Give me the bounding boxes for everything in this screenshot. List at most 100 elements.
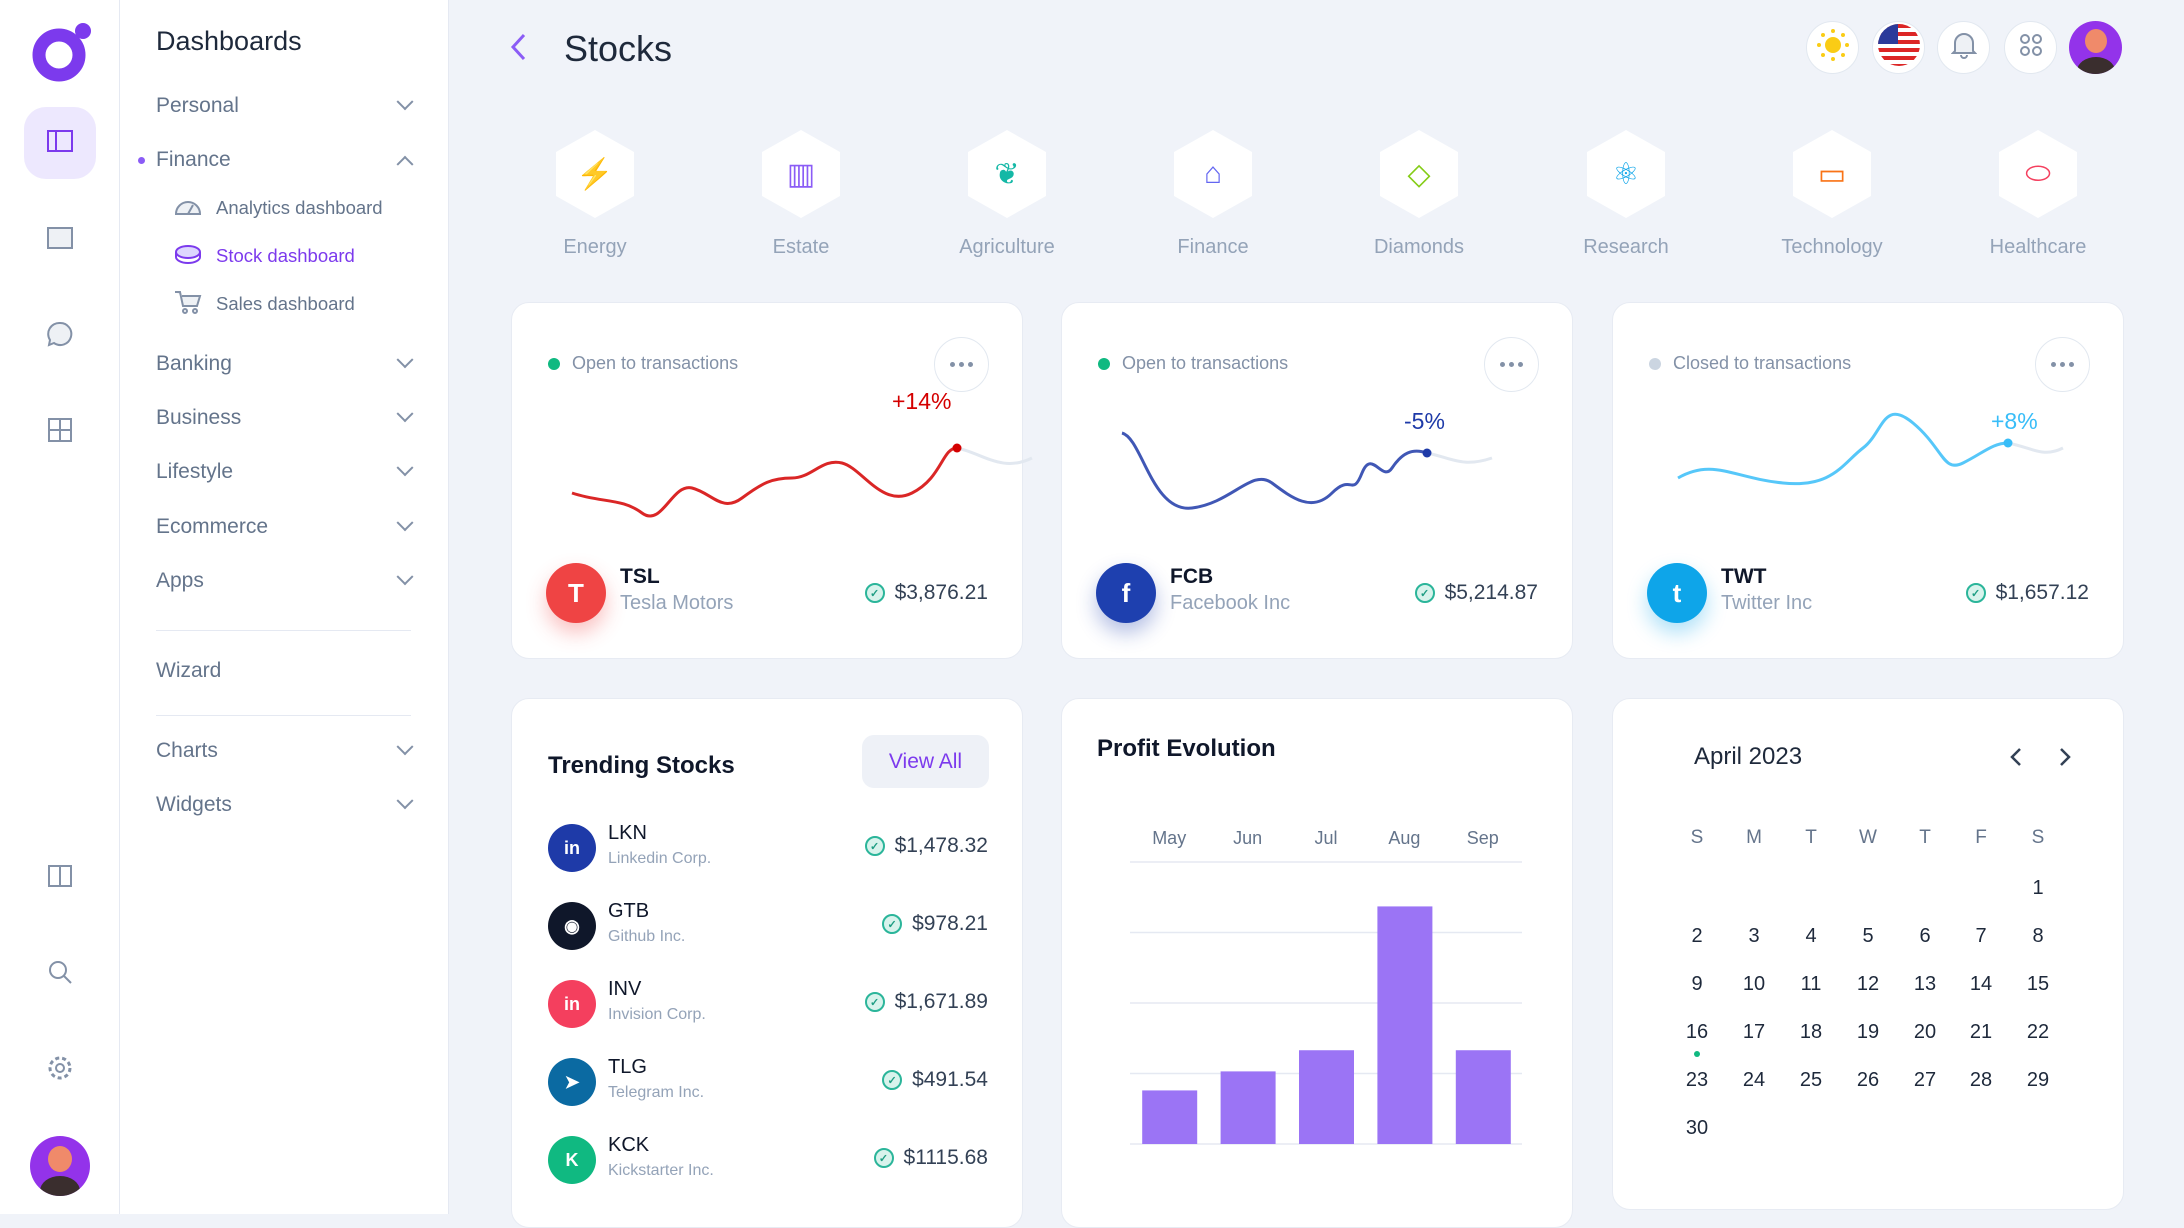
calendar-day[interactable]: 25	[1799, 1069, 1823, 1091]
notifications-button[interactable]	[1937, 21, 1990, 74]
calendar-day[interactable]: 14	[1969, 973, 1993, 995]
sidebar-sub-sales[interactable]: Sales dashboard	[174, 289, 355, 319]
category-technology[interactable]: ▭ Technology	[1762, 130, 1902, 259]
sidebar-item-ecommerce[interactable]: Ecommerce	[156, 512, 414, 542]
calendar-day[interactable]: 9	[1691, 973, 1703, 995]
calendar-day[interactable]: 16	[1685, 1021, 1709, 1043]
sidebar-item-lifestyle[interactable]: Lifestyle	[156, 457, 414, 487]
chevron-down-icon	[396, 738, 414, 756]
calendar-day[interactable]: 23	[1685, 1069, 1709, 1091]
apps-button[interactable]	[2004, 21, 2057, 74]
profit-bar-chart: May Jun Jul Aug Sep	[1130, 828, 1522, 1145]
calendar-day[interactable]: 3	[1748, 925, 1760, 947]
trending-row[interactable]: ➤ TLG Telegram Inc. ✓ $491.54	[548, 1054, 988, 1110]
calendar-day[interactable]: 18	[1799, 1021, 1823, 1043]
calendar-day[interactable]: 21	[1969, 1021, 1993, 1043]
calendar-day[interactable]: 29	[2026, 1069, 2050, 1091]
sidebar-item-business[interactable]: Business	[156, 403, 414, 433]
sidebar-item-charts[interactable]: Charts	[156, 736, 414, 766]
category-healthcare[interactable]: ⬭ Healthcare	[1968, 130, 2108, 259]
category-tile[interactable]: ▥	[762, 130, 840, 218]
more-options-button[interactable]	[934, 337, 989, 392]
calendar-day[interactable]: 6	[1919, 925, 1931, 947]
check-circle-icon: ✓	[882, 1070, 903, 1090]
calendar-day[interactable]: 8	[2032, 925, 2044, 947]
category-tile[interactable]: ⌂	[1174, 130, 1252, 218]
calendar-day[interactable]: 10	[1742, 973, 1766, 995]
back-button[interactable]	[508, 32, 536, 62]
calendar-day[interactable]: 28	[1969, 1069, 1993, 1091]
calendar-day[interactable]: 13	[1913, 973, 1937, 995]
category-tile[interactable]: ▭	[1793, 130, 1871, 218]
profile-avatar[interactable]	[2069, 21, 2122, 74]
calendar-day[interactable]: 26	[1856, 1069, 1880, 1091]
category-tile[interactable]: ⚡	[556, 130, 634, 218]
view-all-button[interactable]: View All	[862, 735, 989, 788]
category-research[interactable]: ⚛ Research	[1556, 130, 1696, 259]
calendar-day[interactable]: 19	[1856, 1021, 1880, 1043]
calendar-day[interactable]: 7	[1975, 925, 1987, 947]
prev-month-button[interactable]	[2005, 745, 2029, 769]
sidebar-item-widgets[interactable]: Widgets	[156, 790, 414, 820]
columns-rail-button[interactable]	[24, 842, 96, 914]
calendar-day[interactable]: 30	[1685, 1117, 1709, 1139]
ticker: FCB	[1170, 565, 1214, 588]
transaction-status: Open to transactions	[548, 353, 738, 374]
category-label: Healthcare	[1989, 236, 2087, 258]
user-avatar[interactable]	[30, 1136, 90, 1196]
sidebar-item-wizard[interactable]: Wizard	[156, 656, 411, 686]
calendar-day[interactable]: 4	[1805, 925, 1817, 947]
sidebar-item-apps[interactable]: Apps	[156, 566, 414, 596]
category-agriculture[interactable]: ❦ Agriculture	[937, 130, 1077, 259]
price-value: $5,214.87	[1444, 581, 1538, 604]
calendar-day[interactable]: 15	[2026, 973, 2050, 995]
calendar-day[interactable]: 22	[2026, 1021, 2050, 1043]
dot	[950, 362, 955, 367]
sparkline-future	[956, 446, 1033, 465]
category-estate[interactable]: ▥ Estate	[731, 130, 871, 259]
calendar-day[interactable]: 17	[1742, 1021, 1766, 1043]
price: ✓ $1,657.12	[1965, 581, 2089, 605]
weekday-header: W	[1859, 827, 1877, 848]
calendar-day[interactable]: 5	[1862, 925, 1874, 947]
more-options-button[interactable]	[1484, 337, 1539, 392]
calendar-day[interactable]: 1	[2032, 877, 2044, 899]
settings-rail-button[interactable]	[24, 1034, 96, 1106]
company-logo: f	[1096, 563, 1156, 623]
search-rail-button[interactable]	[24, 938, 96, 1010]
bar-jul	[1299, 1050, 1354, 1144]
calendar-day[interactable]: 12	[1856, 973, 1880, 995]
category-tile[interactable]: ⚛	[1587, 130, 1665, 218]
calendar-day[interactable]: 27	[1913, 1069, 1937, 1091]
dashboards-rail-button[interactable]	[24, 107, 96, 179]
sidebar-sub-analytics[interactable]: Analytics dashboard	[174, 193, 383, 223]
messages-rail-button[interactable]	[24, 300, 96, 372]
sidebar-item-finance[interactable]: Finance	[156, 145, 414, 175]
app-logo[interactable]	[32, 22, 94, 87]
sidebar-sub-stock[interactable]: Stock dashboard	[174, 241, 355, 271]
trending-row[interactable]: in LKN Linkedin Corp. ✓ $1,478.32	[548, 820, 988, 876]
category-diamonds[interactable]: ◇ Diamonds	[1349, 130, 1489, 259]
category-tile[interactable]: ◇	[1380, 130, 1458, 218]
category-energy[interactable]: ⚡ Energy	[525, 130, 665, 259]
company-logo: T	[546, 563, 606, 623]
calendar-day[interactable]: 2	[1691, 925, 1703, 947]
sidebar-layout-icon	[47, 129, 73, 157]
trending-row[interactable]: ◉ GTB Github Inc. ✓ $978.21	[548, 898, 988, 954]
category-tile[interactable]: ❦	[968, 130, 1046, 218]
grid-rail-button[interactable]	[24, 396, 96, 468]
next-month-button[interactable]	[2052, 745, 2076, 769]
window-rail-button[interactable]	[24, 204, 96, 276]
calendar-day[interactable]: 20	[1913, 1021, 1937, 1043]
sidebar-item-personal[interactable]: Personal	[156, 91, 414, 121]
trending-row[interactable]: K KCK Kickstarter Inc. ✓ $1115.68	[548, 1132, 988, 1188]
theme-toggle-button[interactable]	[1806, 21, 1859, 74]
category-finance[interactable]: ⌂ Finance	[1143, 130, 1283, 259]
calendar-day[interactable]: 24	[1742, 1069, 1766, 1091]
trending-row[interactable]: in INV Invision Corp. ✓ $1,671.89	[548, 976, 988, 1032]
more-options-button[interactable]	[2035, 337, 2090, 392]
calendar-day[interactable]: 11	[1800, 973, 1822, 995]
language-button[interactable]	[1872, 21, 1925, 74]
sidebar-item-banking[interactable]: Banking	[156, 349, 414, 379]
category-tile[interactable]: ⬭	[1999, 130, 2077, 218]
